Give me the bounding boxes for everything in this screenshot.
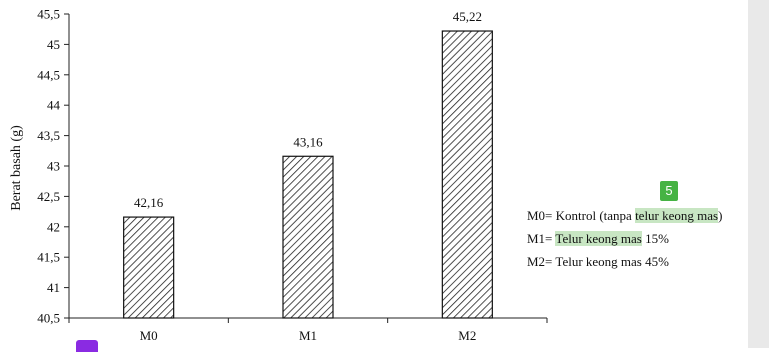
y-tick-label: 43 — [47, 159, 60, 174]
legend-m1-suffix: 15% — [641, 231, 669, 246]
legend-m1-prefix: M1= — [527, 231, 556, 246]
y-tick-label: 45,5 — [37, 7, 60, 22]
y-tick-label: 40,5 — [37, 311, 60, 326]
bar-m2 — [441, 30, 493, 319]
page-scroll-gutter — [748, 0, 769, 348]
labels: 40,5 41 41,5 42 42,5 43 43,5 44 44,5 45 45,5 42,16 M… — [37, 7, 482, 344]
y-axis-label: Berat basah (g) — [9, 125, 24, 211]
x-tick-label: M2 — [458, 328, 476, 343]
x-tick-label: M1 — [299, 328, 317, 343]
y-tick-label: 42 — [47, 219, 60, 234]
y-tick-label: 42,5 — [37, 189, 60, 204]
legend-m0-suffix: ) — [718, 208, 723, 223]
legend-m1-highlight: Telur keong mas — [555, 231, 642, 246]
legend: M0= Kontrol (tanpa telur keong mas) M1= … — [527, 204, 722, 273]
legend-m0-prefix: M0= Kontrol (tanpa — [527, 208, 636, 223]
annotation-badge-purple — [76, 340, 98, 352]
annotation-badge: 5 — [660, 181, 678, 201]
legend-m0-highlight: telur keong mas — [635, 208, 719, 223]
data-label: 42,16 — [134, 195, 164, 210]
y-tick-label: 43,5 — [37, 128, 60, 143]
bar-m0 — [123, 216, 175, 319]
data-label: 43,16 — [293, 134, 323, 149]
data-label: 45,22 — [453, 9, 482, 24]
y-tick-label: 44 — [47, 98, 61, 113]
bar-m1 — [282, 155, 334, 319]
x-tick-label: M0 — [140, 328, 158, 343]
y-tick-label: 45 — [47, 37, 60, 52]
legend-item-m2: M2= Telur keong mas 45% — [527, 254, 669, 269]
y-tick-label: 44,5 — [37, 67, 60, 82]
legend-item-m0: M0= Kontrol (tanpa telur keong mas) — [527, 204, 722, 227]
y-tick-label: 41,5 — [37, 250, 60, 265]
bars — [123, 30, 493, 319]
y-tick-label: 41 — [47, 280, 60, 295]
legend-item-m1: M1= Telur keong mas 15% — [527, 227, 722, 250]
